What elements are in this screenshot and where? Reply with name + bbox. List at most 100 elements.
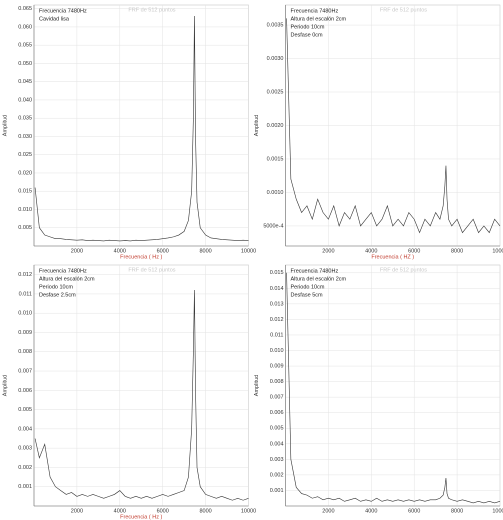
y-tick-label: 0.0035 (267, 23, 284, 29)
x-tick-label: 2000 (322, 248, 334, 254)
y-tick-label: 0.055 (18, 43, 32, 49)
x-tick-label: 10000 (241, 508, 256, 514)
x-tick-label: 4000 (365, 248, 377, 254)
x-tick-label: 4000 (114, 248, 126, 254)
y-tick-label: 0.014 (270, 286, 284, 292)
y-axis-label: Amplitud (254, 375, 260, 396)
annotation: Frecuencia 7480Hz (291, 8, 339, 14)
subtitle: FRF de 512 puntos (380, 7, 427, 13)
y-tick-label: 0.0015 (267, 156, 284, 162)
y-tick-label: 0.011 (270, 332, 283, 338)
x-tick-label: 4000 (114, 508, 126, 514)
y-tick-label: 0.003 (270, 457, 284, 463)
y-tick-label: 0.0030 (267, 56, 284, 62)
y-tick-label: 0.0010 (267, 190, 284, 196)
y-tick-label: 0.0025 (267, 89, 284, 95)
y-tick-label: 0.010 (18, 311, 32, 317)
subtitle: FRF de 512 puntos (128, 7, 175, 13)
y-tick-label: 0.011 (19, 291, 32, 297)
y-tick-label: 0.009 (270, 364, 284, 370)
x-tick-label: 4000 (365, 508, 377, 514)
subtitle: FRF de 512 puntos (380, 267, 427, 273)
x-tick-label: 6000 (408, 508, 420, 514)
y-tick-label: 0.006 (18, 388, 32, 394)
x-tick-label: 2000 (71, 248, 83, 254)
chart-panel: 0.001 0.002 0.003 0.004 0.005 0.006 0.007 0.008… (254, 264, 503, 514)
y-tick-label: 0.050 (18, 61, 32, 67)
annotation: Desfase 5cm (291, 292, 324, 298)
y-axis-label: Amplitud (2, 115, 8, 136)
y-tick-label: 0.005 (18, 225, 32, 231)
line-series (34, 290, 249, 501)
y-tick-label: 0.002 (18, 465, 32, 471)
y-tick-label: 0.008 (18, 349, 32, 355)
y-tick-label: 0.030 (18, 134, 32, 140)
line-series (286, 272, 501, 504)
annotation: Periodo 10cm (39, 284, 73, 290)
y-tick-label: 0.045 (18, 79, 32, 85)
y-tick-label: 0.0020 (267, 123, 284, 129)
y-tick-label: 0.015 (270, 270, 284, 276)
annotation: Altura del escalón 2cm (291, 276, 347, 282)
x-axis-label: Frecuencia ( HZ ) (371, 254, 414, 260)
y-tick-label: 0.013 (270, 301, 284, 307)
x-tick-label: 8000 (199, 508, 211, 514)
x-tick-label: 8000 (451, 248, 463, 254)
x-tick-label: 2000 (71, 508, 83, 514)
y-tick-label: 0.005 (270, 426, 284, 432)
y-tick-label: 0.012 (18, 272, 32, 278)
y-tick-label: 0.001 (18, 484, 32, 490)
y-tick-label: 0.003 (18, 446, 32, 452)
y-tick-label: 0.060 (18, 24, 32, 30)
annotation: Frecuencia 7480Hz (39, 8, 87, 14)
annotation: Desfase 2.5cm (39, 292, 76, 298)
y-tick-label: 0.065 (18, 6, 32, 12)
y-tick-label: 0.007 (18, 368, 32, 374)
y-tick-label: 0.004 (18, 426, 32, 432)
y-tick-label: 0.005 (18, 407, 32, 413)
plot-area (285, 264, 501, 507)
y-axis-label: Amplitud (2, 375, 8, 396)
y-tick-label: 0.008 (270, 379, 284, 385)
annotation: Frecuencia 7480Hz (39, 268, 87, 274)
x-tick-label: 6000 (408, 248, 420, 254)
y-tick-label: 5000e-4 (263, 223, 283, 229)
x-axis-label: Frecuencia ( Hz ) (120, 254, 162, 260)
annotation: Periodo 10cm (291, 24, 325, 30)
x-tick-label: 6000 (157, 248, 169, 254)
annotation: Altura del escalón 2cm (291, 16, 347, 22)
chart-panel: 0.005 0.010 0.015 0.020 0.025 0.030 0.035 0.040… (2, 4, 256, 260)
x-tick-label: 8000 (451, 508, 463, 514)
x-tick-label: 10000 (492, 248, 503, 254)
y-tick-label: 0.012 (270, 317, 284, 323)
y-axis-label: Amplitud (254, 115, 260, 136)
x-tick-label: 10000 (241, 248, 256, 254)
line-series (286, 18, 501, 234)
y-tick-label: 0.035 (18, 116, 32, 122)
x-axis-label: Frecuencia ( Hz ) (120, 514, 162, 520)
y-tick-label: 0.020 (18, 170, 32, 176)
line-series (34, 15, 249, 242)
chart-panel: 0.001 0.002 0.003 0.004 0.005 0.006 0.007 0.008… (2, 264, 256, 520)
annotation: Periodo 10cm (291, 284, 325, 290)
subtitle: FRF de 512 puntos (128, 267, 175, 273)
annotation: Altura del escalón 2cm (39, 276, 95, 282)
y-tick-label: 0.002 (270, 472, 284, 478)
y-tick-label: 0.015 (18, 189, 32, 195)
x-tick-label: 2000 (322, 508, 334, 514)
y-tick-label: 0.025 (18, 152, 32, 158)
annotation: Desfase 0cm (291, 32, 324, 38)
y-tick-label: 0.010 (18, 207, 32, 213)
x-tick-label: 10000 (492, 508, 503, 514)
y-tick-label: 0.009 (18, 330, 32, 336)
plot-area (33, 264, 249, 507)
y-tick-label: 0.040 (18, 97, 32, 103)
y-tick-label: 0.004 (270, 441, 284, 447)
x-tick-label: 8000 (199, 248, 211, 254)
y-tick-label: 0.006 (270, 410, 284, 416)
plot-area (33, 4, 249, 247)
y-tick-label: 0.010 (270, 348, 284, 354)
x-tick-label: 6000 (157, 508, 169, 514)
annotation: Cavidad lisa (39, 16, 70, 22)
annotation: Frecuencia 7480Hz (291, 268, 339, 274)
